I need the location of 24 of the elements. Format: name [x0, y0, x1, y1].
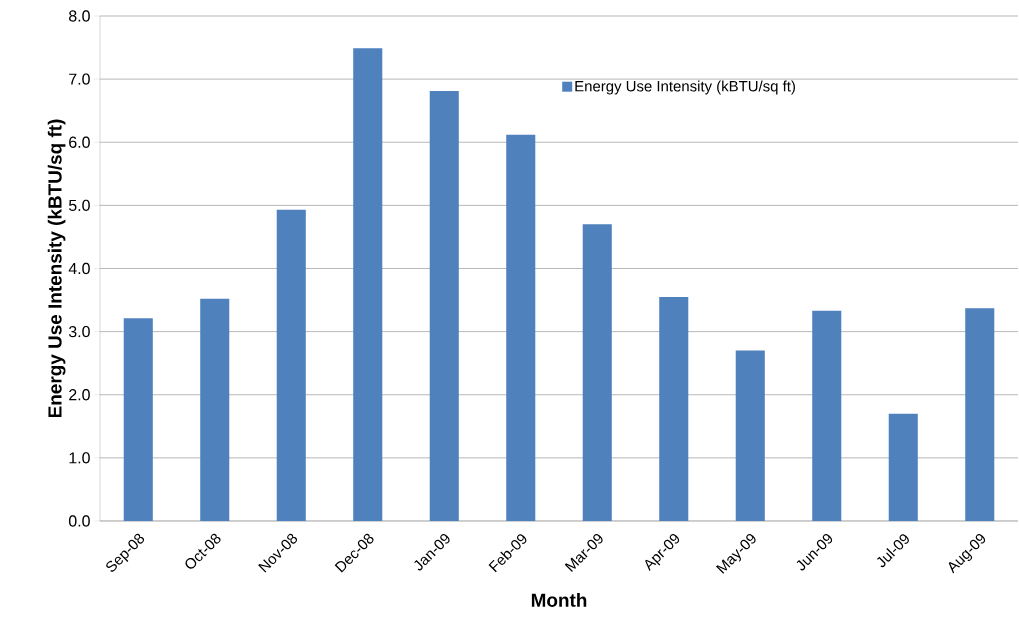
x-axis-title: Month	[531, 592, 587, 607]
y-tick-label: 3.0	[68, 325, 90, 338]
y-tick-label: 0.0	[68, 515, 90, 527]
bar	[276, 209, 306, 521]
y-tick-label: 2.0	[69, 389, 90, 401]
y-tick-label: 1.0	[69, 452, 90, 464]
legend-label: Energy Use Intensity (kBTU/sq ft)	[575, 80, 795, 95]
y-tick-label: 8.0	[69, 10, 90, 22]
bar	[200, 298, 230, 521]
y-tick-label: 6.0	[69, 136, 90, 148]
y-tick-label: 7.0	[69, 73, 90, 85]
bar	[888, 413, 918, 521]
bar	[123, 318, 153, 521]
y-tick-label: 5.0	[68, 199, 90, 212]
bar	[965, 308, 995, 521]
bar	[429, 91, 459, 521]
bar	[812, 310, 842, 521]
bar	[659, 296, 689, 521]
y-axis-title: Energy Use Intensity (kBTU/sq ft)	[47, 119, 66, 418]
bar	[582, 224, 612, 521]
bar	[353, 48, 383, 521]
y-tick-label: 4.0	[68, 262, 90, 275]
bar	[735, 350, 765, 521]
bar	[506, 134, 536, 521]
